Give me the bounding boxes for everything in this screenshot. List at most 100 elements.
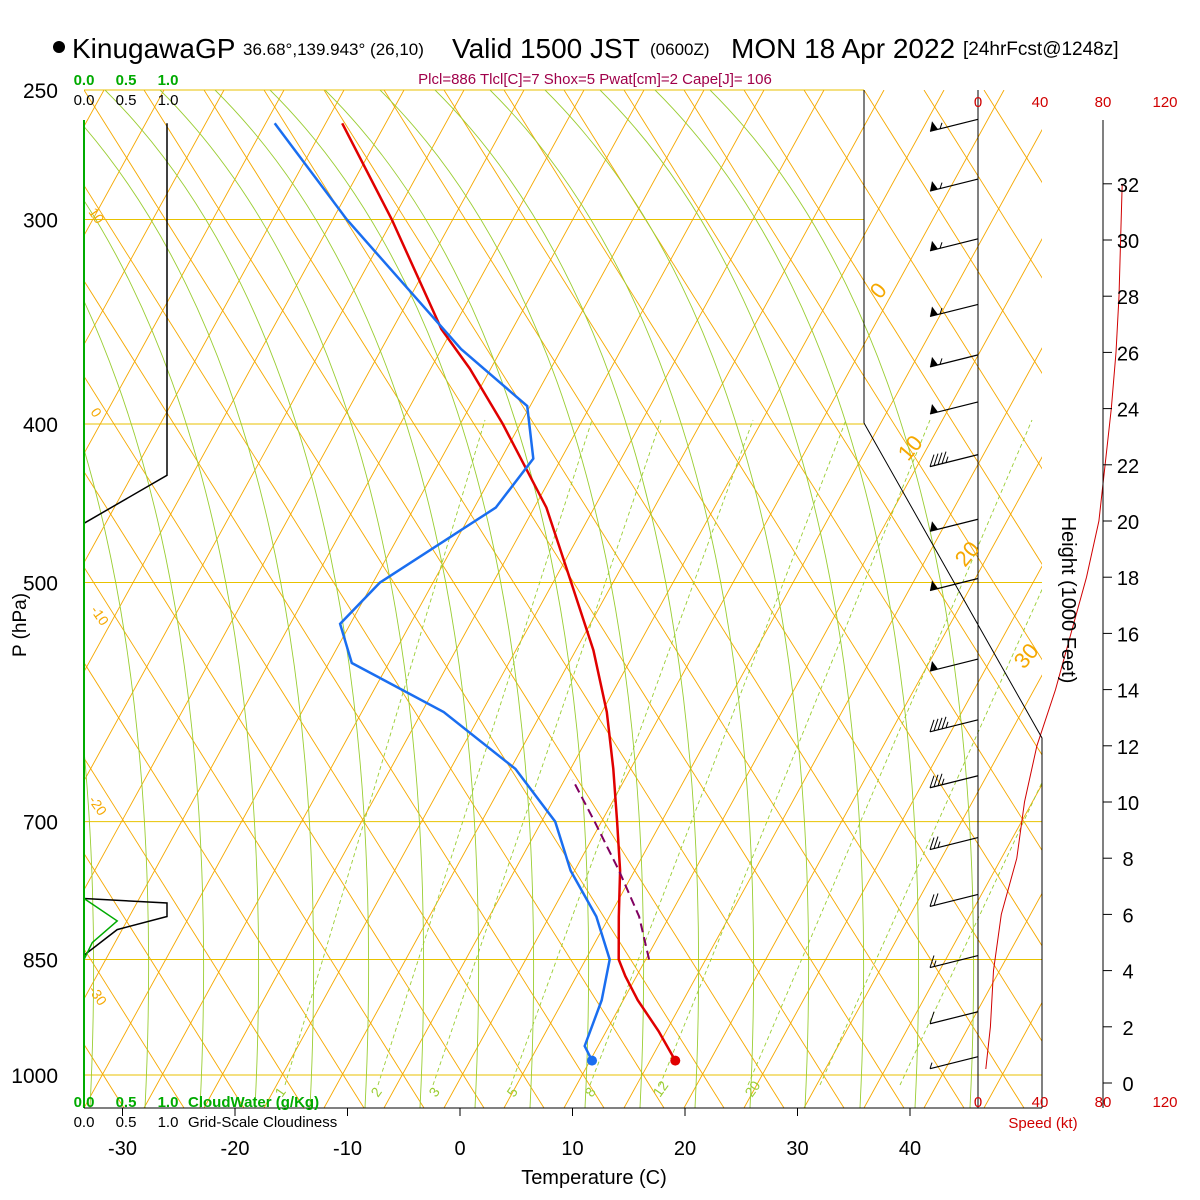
moist-adiabat-line xyxy=(709,90,975,1108)
cloudiness-label: Grid-Scale Cloudiness xyxy=(188,1114,337,1131)
moist-adiabat-line xyxy=(544,90,810,1108)
moist-adiabat-line xyxy=(434,90,700,1108)
station-location: 36.68°,139.943° (26,10) xyxy=(243,40,424,59)
speed-tick-label-top: 80 xyxy=(1095,94,1112,111)
mixing-ratio-line xyxy=(284,419,486,1086)
mixing-ratio-line xyxy=(659,419,931,1086)
isotherm-line xyxy=(203,90,765,1108)
pressure-tick-label: 1000 xyxy=(11,1065,58,1088)
height-tick-label: 8 xyxy=(1122,849,1133,871)
height-tick-label: 26 xyxy=(1117,343,1139,365)
height-tick-label: 32 xyxy=(1117,175,1139,197)
wind-barb xyxy=(929,178,979,192)
wind-barb xyxy=(929,518,979,532)
low-cloudiness-line xyxy=(83,897,168,968)
cloudwater-scale-bottom: 1.0 xyxy=(158,1094,179,1111)
dry-adiabat-line xyxy=(143,90,785,1108)
cloudiness-scale-top: 0.0 xyxy=(74,92,95,109)
forecast-run: [24hrFcst@1248z] xyxy=(963,39,1119,60)
isotherm-label-left: 0 xyxy=(88,405,106,421)
moist-adiabat-line xyxy=(599,90,865,1108)
utc-time: (0600Z) xyxy=(650,40,710,59)
height-axis-label: Height (1000 Feet) xyxy=(1057,517,1079,684)
dry-adiabat-line xyxy=(84,757,305,1108)
temperature-tick-label: 10 xyxy=(561,1138,583,1160)
cloudiness-scale-top: 1.0 xyxy=(158,92,179,109)
dry-adiabat-line xyxy=(383,90,1025,1108)
speed-tick-label-bottom: 120 xyxy=(1152,1094,1177,1111)
temperature-tick-label: 40 xyxy=(899,1138,921,1160)
dry-adiabat-line xyxy=(84,661,365,1108)
height-tick-label: 2 xyxy=(1122,1018,1133,1040)
moist-adiabat-line xyxy=(84,199,260,1108)
moist-adiabat-line xyxy=(214,90,480,1108)
moist-adiabat-line xyxy=(324,90,590,1108)
pressure-tick-label: 400 xyxy=(23,414,58,437)
isotherm-line xyxy=(743,565,1042,1108)
valid-time: Valid 1500 JST xyxy=(452,33,640,64)
isotherm-line xyxy=(84,90,525,891)
isotherm-line xyxy=(983,1001,1042,1108)
wind-barb xyxy=(929,893,979,908)
height-tick-label: 12 xyxy=(1117,737,1139,759)
height-tick-label: 16 xyxy=(1117,624,1139,646)
height-tick-label: 6 xyxy=(1122,905,1133,927)
dry-adiabat-line xyxy=(563,90,1042,852)
isotherm-line xyxy=(923,892,1042,1108)
mixing-ratio-label: 3 xyxy=(425,1084,443,1100)
dry-adiabat-line xyxy=(743,90,1042,565)
isotherm-line xyxy=(263,90,825,1108)
mixing-ratio-label: 5 xyxy=(503,1084,521,1100)
dry-adiabat-line xyxy=(983,90,1042,184)
surface-temperature-point xyxy=(670,1055,681,1066)
temperature-line xyxy=(341,122,677,1062)
cloudwater-line xyxy=(83,897,119,960)
moist-adiabat-line xyxy=(654,90,920,1108)
moist-adiabat-line xyxy=(269,90,535,1108)
mixing-ratio-label: 20 xyxy=(741,1078,763,1100)
wind-barb xyxy=(929,773,979,789)
height-tick-label: 24 xyxy=(1117,400,1139,422)
mixing-ratio-line xyxy=(510,419,754,1086)
moist-adiabat-line xyxy=(84,448,150,1108)
wind-barb xyxy=(929,238,979,252)
cloudwater-scale-top: 0.0 xyxy=(74,72,95,89)
dry-adiabat-line xyxy=(84,280,605,1108)
dry-adiabat-line xyxy=(84,90,725,1108)
isotherm-line xyxy=(503,129,1042,1108)
pressure-tick-label: 500 xyxy=(23,573,58,596)
speed-tick-label-top: 120 xyxy=(1152,94,1177,111)
dry-adiabat-line xyxy=(84,566,425,1108)
pressure-tick-label: 700 xyxy=(23,812,58,835)
plot-right-boundary xyxy=(863,422,1043,1108)
mixing-ratio-line xyxy=(747,419,1033,1086)
wind-speed-line xyxy=(985,183,1123,1070)
moist-adiabat-line xyxy=(379,90,645,1108)
isotherm-line xyxy=(84,90,465,782)
wind-barb xyxy=(929,1056,979,1070)
pressure-tick-label: 250 xyxy=(23,80,58,103)
temperature-tick-label: 20 xyxy=(674,1138,696,1160)
dry-adiabat-line xyxy=(623,90,1042,756)
y-axis-label: P (hPa) xyxy=(10,593,31,657)
temperature-tick-label: 0 xyxy=(454,1138,465,1160)
dewpoint-line xyxy=(273,122,611,1062)
dry-adiabat-line xyxy=(443,90,1042,1043)
mixing-ratio-line xyxy=(899,781,1042,1086)
station-dot-icon xyxy=(53,41,65,53)
dry-adiabat-line xyxy=(84,852,245,1108)
wind-barb xyxy=(929,577,979,592)
height-tick-label: 20 xyxy=(1117,512,1139,534)
upper-cloudiness-line xyxy=(83,123,168,524)
mixing-ratio-label: 2 xyxy=(367,1084,385,1100)
cloudwater-scale-bottom: 0.5 xyxy=(116,1094,137,1111)
speed-tick-label-top: 0 xyxy=(974,94,982,111)
pressure-tick-label: 850 xyxy=(23,950,58,973)
height-tick-label: 28 xyxy=(1117,287,1139,309)
height-tick-label: 14 xyxy=(1117,681,1139,703)
dry-adiabat-line xyxy=(683,90,1042,661)
dry-adiabat-line xyxy=(203,90,845,1108)
dry-adiabat-line xyxy=(863,90,1042,374)
temperature-tick-label: -30 xyxy=(108,1138,137,1160)
